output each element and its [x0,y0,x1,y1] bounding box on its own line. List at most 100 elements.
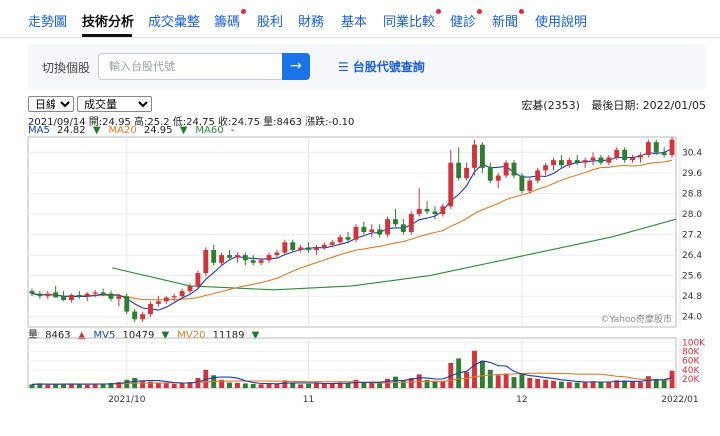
volume-bar [37,383,43,388]
volume-bar [155,382,161,388]
period-select[interactable]: 日線 [28,96,74,112]
candle-body [614,149,620,158]
volume-bar [432,381,438,388]
stock-name-code: 宏碁(2353) [521,99,580,112]
volume-bar [148,381,153,388]
volume-bar [661,379,667,388]
candle-body [45,293,51,297]
candle-body [472,144,477,168]
candle-body [645,142,651,155]
x-tick-label: 12 [516,395,527,405]
tab-3[interactable]: 籌碼 [214,9,247,30]
tab-9[interactable]: 新聞 [492,9,525,30]
volume-bar [614,380,620,388]
candle-body [574,160,580,163]
volume-bar [108,383,114,388]
ma20-line [31,159,673,301]
candle-body [479,144,485,168]
candle-body [258,260,264,263]
candle-body [669,139,675,155]
volume-bar [179,383,185,388]
candle-body [416,208,422,215]
candle-body [76,294,82,297]
tab-8[interactable]: 健診 [450,9,483,30]
candle-body [195,273,201,286]
tab-label: 股利 [257,15,284,30]
tab-0[interactable]: 走勢圖 [28,11,67,30]
candle-body [179,291,185,297]
candle-body [385,219,391,235]
tab-2[interactable]: 成交彙整 [148,11,200,30]
volume-bar [258,384,264,388]
volume-bar [298,384,304,388]
volume-bar [622,380,628,388]
tab-1[interactable]: 技術分析 [82,11,134,30]
candle-body [337,237,343,243]
vol-legend-item-arrow-icon: ▼ [161,330,170,341]
price-tick-label: 24.0 [682,313,702,323]
volume-bar [551,380,556,388]
tab-label: 籌碼 [214,15,241,30]
volume-bar [234,383,240,388]
candle-body [92,292,98,294]
indicator-select[interactable]: 成交量 [77,96,152,112]
candle-body [100,292,106,294]
candle-body [400,224,406,232]
candle-body [551,160,556,166]
vol-legend-item-0: 量 8463 ▲ [28,330,90,341]
volume-bar [598,381,604,388]
ohlc-readout: 2021/09/14 開:24.95 高:25.2 低:24.75 收:24.7… [28,117,355,128]
candle-body [535,170,541,181]
volume-bar [487,369,493,388]
stock-code-input[interactable] [98,53,283,80]
x-tick-label: 11 [303,395,314,405]
volume-bar [69,383,74,388]
candle-body [266,255,272,261]
x-tick-label: 2022/01 [661,395,698,405]
candle-body [306,247,311,250]
volume-tick-label: 40K [682,366,700,376]
volume-bar [369,383,375,388]
tab-6[interactable]: 基本 [341,11,367,30]
candle-body [653,142,659,153]
volume-bar [527,378,533,388]
tab-5[interactable]: 財務 [298,11,324,30]
tab-4[interactable]: 股利 [257,11,283,30]
volume-bar [479,360,485,388]
volume-bar [385,378,391,388]
ma-legend-item-value: - [230,125,235,136]
candle-body [630,157,635,161]
candle-body [527,180,533,191]
tab-7[interactable]: 同業比較 [383,9,442,30]
volume-bar [361,382,367,388]
ma60-line [112,218,677,291]
vol-legend-item-label: 量 [28,330,42,341]
volume-bar [45,384,51,388]
volume-bar [566,382,572,388]
candle-body [84,293,90,297]
candle-body [519,175,525,191]
volume-legend: 量 8463 ▲ MV5 10479 ▼ MV20 11189 ▼ [28,326,267,341]
volume-bar [637,382,643,388]
candle-body [622,149,628,161]
stock-code-lookup-link[interactable]: ☰ 台股代號查詢 [338,58,425,75]
candle-body [606,157,612,163]
volume-bar [535,378,541,388]
candle-body [637,154,643,158]
vol-legend-item-label: MV20 [177,330,209,341]
tab-label: 基本 [341,15,368,30]
volume-bar [400,380,406,388]
ma-legend-item-1: MA20 24.95 ▼ [109,125,192,136]
candle-body [37,293,43,297]
search-submit-button[interactable]: → [282,53,310,80]
candle-body [558,160,564,166]
tab-divider [0,37,720,38]
x-tick-label: 2021/10 [108,395,146,405]
candle-body [155,301,161,304]
candle-body [274,252,280,256]
volume-bar [440,381,446,388]
tab-10[interactable]: 使用說明 [535,11,587,30]
candle-body [124,296,130,312]
last-date: 最後日期: 2022/01/05 [591,99,706,112]
volume-bar [574,382,580,388]
